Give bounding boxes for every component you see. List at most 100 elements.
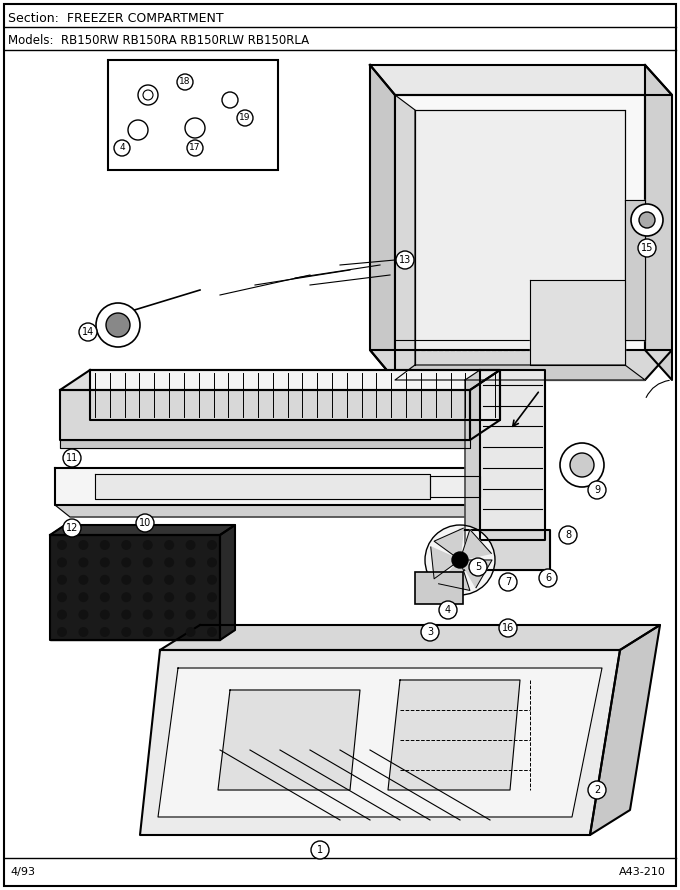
Text: 1: 1: [317, 845, 323, 855]
Polygon shape: [158, 668, 602, 817]
Text: 12: 12: [66, 523, 78, 533]
Circle shape: [63, 449, 81, 467]
Circle shape: [57, 557, 67, 568]
Circle shape: [164, 575, 174, 585]
Circle shape: [57, 610, 67, 619]
Text: 5: 5: [475, 562, 481, 572]
Text: 6: 6: [545, 573, 551, 583]
Circle shape: [499, 619, 517, 637]
Text: 17: 17: [189, 143, 201, 152]
Text: 4: 4: [119, 143, 125, 152]
Circle shape: [121, 540, 131, 550]
Circle shape: [63, 519, 81, 537]
Circle shape: [177, 74, 193, 90]
Circle shape: [186, 540, 196, 550]
Circle shape: [185, 118, 205, 138]
Circle shape: [237, 110, 253, 126]
Polygon shape: [60, 440, 470, 448]
Text: 11: 11: [66, 453, 78, 463]
Circle shape: [207, 557, 217, 568]
Circle shape: [78, 540, 88, 550]
Text: Models:  RB150RW RB150RA RB150RLW RB150RLA: Models: RB150RW RB150RA RB150RLW RB150RL…: [8, 34, 309, 46]
Text: A43-210: A43-210: [619, 867, 666, 877]
Circle shape: [207, 540, 217, 550]
Text: 8: 8: [565, 530, 571, 540]
Circle shape: [57, 627, 67, 637]
Circle shape: [452, 552, 468, 568]
Polygon shape: [460, 560, 492, 587]
Text: 3: 3: [427, 627, 433, 637]
Circle shape: [164, 540, 174, 550]
Polygon shape: [439, 560, 470, 590]
Polygon shape: [60, 390, 470, 440]
Circle shape: [469, 558, 487, 576]
Polygon shape: [645, 65, 672, 380]
Circle shape: [222, 92, 238, 108]
Polygon shape: [370, 350, 672, 380]
Circle shape: [114, 140, 130, 156]
Circle shape: [143, 592, 153, 603]
Circle shape: [121, 627, 131, 637]
Circle shape: [186, 610, 196, 619]
Circle shape: [57, 575, 67, 585]
Circle shape: [421, 623, 439, 641]
Circle shape: [57, 592, 67, 603]
Polygon shape: [55, 505, 505, 517]
Circle shape: [96, 303, 140, 347]
Bar: [108, 60, 278, 170]
Circle shape: [588, 781, 606, 799]
Circle shape: [187, 140, 203, 156]
Polygon shape: [160, 625, 660, 650]
Circle shape: [57, 540, 67, 550]
Circle shape: [121, 557, 131, 568]
Circle shape: [207, 592, 217, 603]
Circle shape: [164, 557, 174, 568]
Polygon shape: [470, 370, 500, 440]
Polygon shape: [395, 95, 645, 380]
Polygon shape: [388, 680, 520, 790]
Polygon shape: [55, 468, 490, 505]
Circle shape: [143, 610, 153, 619]
Circle shape: [499, 573, 517, 591]
Polygon shape: [95, 474, 430, 499]
Polygon shape: [465, 370, 480, 550]
Circle shape: [164, 592, 174, 603]
Polygon shape: [430, 547, 460, 578]
Polygon shape: [140, 650, 620, 835]
Circle shape: [100, 540, 110, 550]
Circle shape: [143, 627, 153, 637]
Circle shape: [186, 575, 196, 585]
Text: 13: 13: [399, 255, 411, 265]
Polygon shape: [218, 690, 360, 790]
Circle shape: [207, 610, 217, 619]
Text: 4: 4: [445, 605, 451, 615]
Bar: [415, 572, 463, 604]
Circle shape: [100, 610, 110, 619]
Circle shape: [100, 592, 110, 603]
Polygon shape: [530, 280, 625, 365]
Circle shape: [311, 841, 329, 859]
Polygon shape: [50, 535, 220, 640]
Text: 10: 10: [139, 518, 151, 528]
Text: 16: 16: [502, 623, 514, 633]
Circle shape: [121, 592, 131, 603]
Circle shape: [186, 627, 196, 637]
Text: 18: 18: [180, 77, 191, 86]
Circle shape: [79, 323, 97, 341]
Text: 7: 7: [505, 577, 511, 587]
Circle shape: [78, 592, 88, 603]
Circle shape: [539, 569, 557, 587]
Polygon shape: [460, 530, 492, 560]
Circle shape: [136, 514, 154, 532]
Circle shape: [425, 525, 495, 595]
Circle shape: [631, 204, 663, 236]
Circle shape: [121, 610, 131, 619]
Polygon shape: [395, 95, 415, 380]
Text: 2: 2: [594, 785, 600, 795]
Polygon shape: [430, 476, 480, 497]
Circle shape: [143, 90, 153, 100]
Polygon shape: [590, 625, 660, 835]
Circle shape: [106, 313, 130, 337]
Polygon shape: [480, 370, 545, 540]
Polygon shape: [370, 65, 395, 380]
